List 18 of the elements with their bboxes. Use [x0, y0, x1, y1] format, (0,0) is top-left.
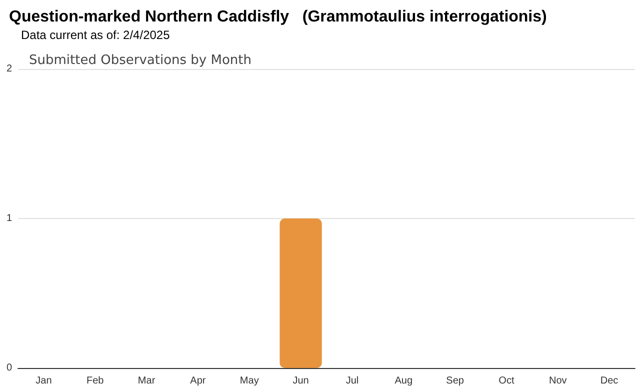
x-tick-label: Jun — [292, 376, 309, 386]
y-tick-label: 0 — [6, 362, 12, 374]
x-tick-label: Apr — [190, 376, 206, 386]
x-tick-label: Sep — [446, 376, 464, 386]
text: Submitted Observations by Month — [29, 53, 252, 68]
x-tick-label: Feb — [86, 376, 104, 386]
x-tick-label: Mar — [138, 376, 156, 386]
x-tick-label: Aug — [394, 376, 413, 386]
x-tick-label: Dec — [600, 376, 618, 386]
y-tick-label: 2 — [6, 64, 12, 74]
x-tick-label: Nov — [548, 376, 567, 386]
x-tick-label: Oct — [498, 376, 514, 386]
x-tick-label: Jan — [36, 376, 52, 386]
x-tick-label: May — [240, 376, 259, 386]
chart-title: Question-marked Northern Caddisfly (Grammotaulius interrogationis) — [9, 8, 547, 26]
x-tick-label: Jul — [346, 376, 359, 386]
chart-subtitle: Data current as of: 2/4/2025 — [21, 28, 170, 42]
y-tick-label: 1 — [6, 213, 12, 224]
